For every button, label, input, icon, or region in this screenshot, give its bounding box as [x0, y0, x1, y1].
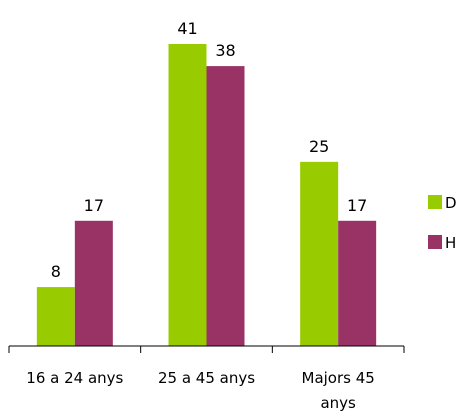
- bar-h-3: [338, 220, 377, 346]
- data-label-d-2: 41: [177, 19, 197, 38]
- legend-swatch-h: [428, 235, 442, 249]
- data-label-d-1: 8: [51, 262, 61, 281]
- legend-label-h: H: [445, 234, 456, 252]
- x-tick-label-2: 25 a 45 anys: [158, 369, 255, 387]
- data-label-h-2: 38: [215, 41, 235, 60]
- bar-h-2: [206, 66, 245, 346]
- legend-label-d: D: [445, 194, 457, 212]
- data-label-d-3: 25: [309, 137, 329, 156]
- x-tick-label-3: Majors 45 anys: [302, 369, 375, 412]
- legend-swatch-d: [428, 195, 442, 209]
- bar-d-3: [300, 161, 339, 346]
- x-tick-label-1: 16 a 24 anys: [26, 369, 123, 387]
- bar-d-1: [36, 287, 75, 346]
- data-label-h-3: 17: [347, 196, 367, 215]
- data-label-h-1: 17: [84, 196, 104, 215]
- bar-d-2: [168, 44, 207, 346]
- bar-h-1: [74, 220, 113, 346]
